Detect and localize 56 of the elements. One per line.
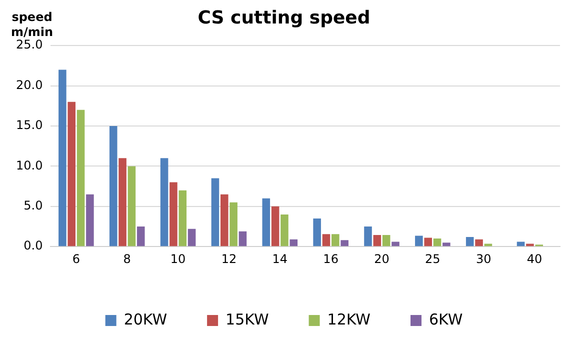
bar	[340, 240, 348, 246]
y-tick-label: 25.0	[16, 38, 43, 52]
chart-title: CS cutting speed	[198, 7, 370, 28]
bar	[211, 178, 220, 246]
bar	[415, 236, 423, 246]
bar	[188, 228, 196, 246]
bar	[170, 182, 178, 246]
bar	[313, 218, 321, 246]
bar	[230, 202, 238, 246]
bar	[442, 242, 450, 246]
bar	[128, 166, 136, 246]
bar	[109, 126, 118, 246]
bar	[382, 234, 390, 246]
x-tick-label: 14	[272, 252, 288, 266]
x-tick-label: 6	[72, 252, 80, 266]
x-tick-label: 20	[374, 252, 390, 266]
x-tick-label: 10	[170, 252, 186, 266]
bar	[271, 206, 280, 246]
y-tick-label: 5.0	[24, 198, 43, 213]
bar	[322, 234, 330, 246]
bar	[332, 234, 340, 246]
bar	[178, 190, 187, 246]
x-tick-label: 30	[476, 252, 492, 266]
bar	[392, 242, 400, 246]
x-tick-label: 8	[123, 252, 131, 266]
bar	[68, 102, 76, 246]
legend-label: 12KW	[327, 310, 371, 328]
bar	[76, 110, 85, 246]
legend-label: 15KW	[226, 310, 269, 328]
legend-label: 6KW	[428, 310, 463, 328]
y-tick-label: 10.0	[16, 158, 43, 172]
y-tick-label: 0.0	[24, 238, 43, 253]
bar	[160, 158, 168, 246]
bar	[280, 214, 288, 246]
x-tick-label: 16	[323, 252, 338, 266]
y-axis-title: speed m/min	[10, 10, 54, 40]
bar	[424, 238, 432, 246]
bar	[364, 226, 372, 246]
bar	[118, 158, 126, 246]
x-tick-label: 25	[425, 252, 440, 266]
bar	[58, 70, 66, 246]
bar	[290, 239, 298, 246]
y-tick-label: 15.0	[16, 118, 43, 132]
x-tick-label: 40	[526, 252, 542, 266]
bar	[373, 234, 382, 246]
bar	[220, 194, 228, 246]
x-tick-label: 12	[221, 252, 237, 266]
bar	[86, 194, 94, 246]
bar	[475, 239, 483, 246]
bar	[433, 238, 442, 246]
bar	[262, 198, 270, 246]
bar	[136, 226, 145, 246]
bar	[238, 231, 247, 246]
legend-label: 20KW	[124, 310, 168, 328]
bar	[466, 236, 474, 246]
y-tick-label: 20.0	[16, 78, 43, 92]
